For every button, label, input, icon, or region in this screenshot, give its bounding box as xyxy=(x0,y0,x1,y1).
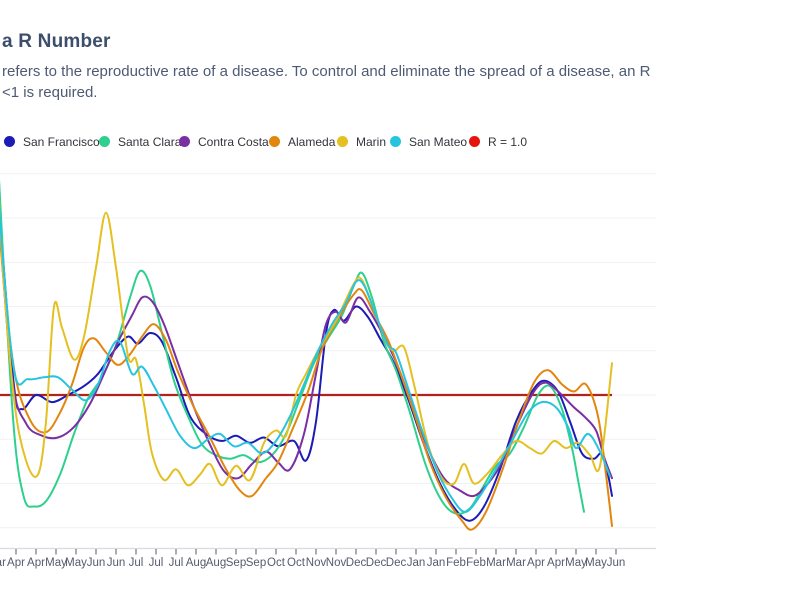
tick-label: Jun xyxy=(607,557,626,569)
tick-label: Nov xyxy=(306,557,327,569)
tick-label: Feb xyxy=(466,557,486,569)
legend-item-san-francisco: San Francisco xyxy=(4,134,100,149)
tick-label: Jun xyxy=(87,557,106,569)
chart-description-line2: <1 is required. xyxy=(2,84,98,101)
tick-label: Apr xyxy=(527,557,545,569)
series-line-contra-costa xyxy=(0,214,613,498)
legend-label: Contra Costa xyxy=(198,134,269,149)
tick-label: Jan xyxy=(427,557,446,569)
tick-label: May xyxy=(565,557,587,569)
legend-label: Marin xyxy=(356,134,387,149)
legend-item-r-1-0: R = 1.0 xyxy=(469,134,527,149)
tick-label: May xyxy=(65,557,87,569)
tick-label: Apr xyxy=(27,557,45,569)
series-line-marin xyxy=(0,198,613,487)
legend-dot-icon xyxy=(99,136,110,147)
tick-label: Sep xyxy=(246,557,266,569)
legend-label: Alameda xyxy=(288,134,336,149)
tick-label: May xyxy=(585,557,607,569)
series-line-san-mateo xyxy=(0,203,611,513)
tick-label: Dec xyxy=(366,557,387,569)
legend-dot-icon xyxy=(179,136,190,147)
tick-label: Mar xyxy=(506,557,526,569)
gridlines xyxy=(0,173,656,529)
legend-dot-icon xyxy=(337,136,348,147)
legend-item-alameda: Alameda xyxy=(269,134,335,149)
legend-label: San Francisco xyxy=(23,134,100,149)
chart-description-line1: refers to the reproductive rate of a dis… xyxy=(2,63,651,80)
page-title: a R Number xyxy=(2,31,111,52)
tick-label: Apr xyxy=(547,557,565,569)
tick-label: Mar xyxy=(0,557,6,569)
legend-dot-icon xyxy=(4,136,15,147)
tick-label: Apr xyxy=(7,557,25,569)
tick-label: Dec xyxy=(386,557,407,569)
plot-area xyxy=(0,180,613,531)
series-line-san-francisco xyxy=(0,204,613,522)
tick-label: Feb xyxy=(446,557,466,569)
tick-label: Jul xyxy=(169,557,184,569)
tick-label: May xyxy=(45,557,67,569)
legend-item-marin: Marin xyxy=(337,134,386,149)
series-line-alameda xyxy=(0,220,613,531)
legend-dot-icon xyxy=(269,136,280,147)
legend-label: San Mateo xyxy=(409,134,468,149)
series-line-santa-clara xyxy=(0,180,585,515)
tick-label: Dec xyxy=(346,557,367,569)
legend-label: R = 1.0 xyxy=(488,134,528,149)
chart-description: refers to the reproductive rate of a dis… xyxy=(2,61,650,103)
legend-dot-icon xyxy=(390,136,401,147)
tick-label: Jul xyxy=(129,557,144,569)
legend-dot-icon xyxy=(469,136,480,147)
x-axis-ticks: MarAprAprMayMayJunJunJulJulJulAugAugSepS… xyxy=(0,549,625,569)
tick-label: Nov xyxy=(326,557,347,569)
tick-label: Jan xyxy=(407,557,426,569)
legend-label: Santa Clara xyxy=(118,134,182,149)
tick-label: Oct xyxy=(267,557,286,569)
tick-label: Aug xyxy=(186,557,206,569)
tick-label: Jun xyxy=(107,557,126,569)
tick-label: Oct xyxy=(287,557,306,569)
legend-item-contra-costa: Contra Costa xyxy=(179,134,269,149)
tick-label: Sep xyxy=(226,557,246,569)
chart-legend: San Francisco Santa Clara Contra Costa Alam… xyxy=(0,134,800,150)
tick-label: Aug xyxy=(206,557,226,569)
legend-item-san-mateo: San Mateo xyxy=(390,134,467,149)
tick-label: Mar xyxy=(486,557,506,569)
legend-item-santa-clara: Santa Clara xyxy=(99,134,181,149)
tick-label: Jul xyxy=(149,557,164,569)
